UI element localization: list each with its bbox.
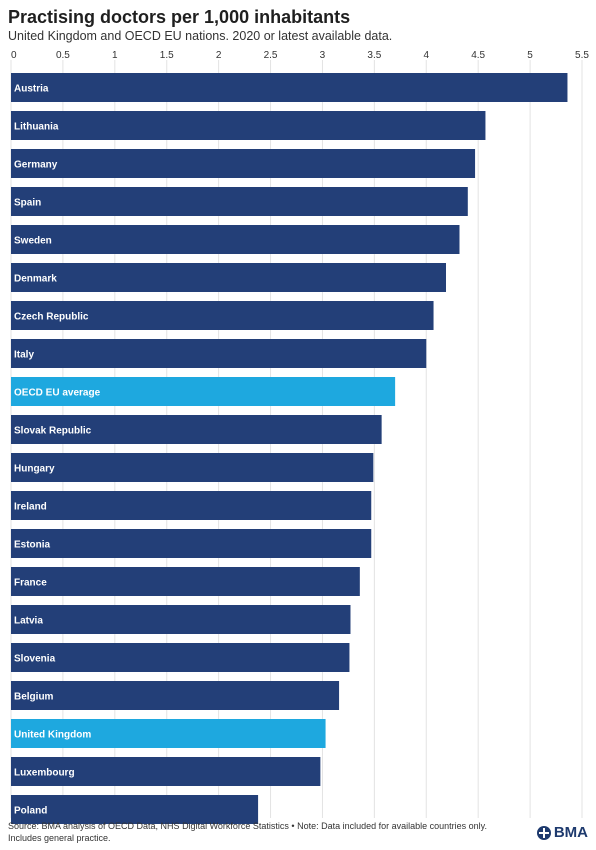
category-label: Czech Republic bbox=[14, 312, 89, 323]
category-label: Austria bbox=[14, 84, 49, 95]
category-label: Poland bbox=[14, 806, 47, 817]
category-label: Belgium bbox=[14, 692, 54, 703]
category-label: Denmark bbox=[14, 274, 57, 285]
bar bbox=[11, 149, 476, 178]
category-label: France bbox=[14, 578, 47, 589]
bar bbox=[11, 681, 340, 710]
category-label: Latvia bbox=[14, 616, 43, 627]
bar bbox=[11, 453, 374, 482]
category-label: Slovak Republic bbox=[14, 426, 92, 437]
bma-logo-text: BMA bbox=[553, 824, 588, 841]
x-tick-label: 1 bbox=[112, 50, 118, 61]
x-tick-label: 5.5 bbox=[575, 50, 589, 61]
x-tick-label: 1.5 bbox=[160, 50, 174, 61]
x-tick-label: 4.5 bbox=[471, 50, 485, 61]
chart-subtitle: United Kingdom and OECD EU nations. 2020… bbox=[8, 29, 393, 43]
category-label: Estonia bbox=[14, 540, 51, 551]
bar bbox=[11, 643, 350, 672]
category-label: Hungary bbox=[14, 464, 55, 475]
category-label: Luxembourg bbox=[14, 768, 75, 779]
category-label: Spain bbox=[14, 198, 41, 209]
source-note: Source: BMA analysis of OECD Data, NHS D… bbox=[8, 821, 488, 843]
bar bbox=[11, 415, 382, 444]
category-label: Slovenia bbox=[14, 654, 56, 665]
category-label: United Kingdom bbox=[14, 730, 91, 741]
bar bbox=[11, 605, 351, 634]
bar bbox=[11, 795, 259, 824]
category-label: Ireland bbox=[14, 502, 47, 513]
x-tick-label: 3.5 bbox=[367, 50, 381, 61]
category-label: Lithuania bbox=[14, 122, 59, 133]
bar bbox=[11, 377, 396, 406]
category-label: Italy bbox=[14, 350, 34, 361]
category-label: OECD EU average bbox=[14, 388, 101, 399]
bar bbox=[11, 491, 372, 520]
category-label: Sweden bbox=[14, 236, 52, 247]
bar bbox=[11, 301, 434, 330]
x-tick-label: 0 bbox=[11, 50, 17, 61]
category-label: Germany bbox=[14, 160, 58, 171]
bar bbox=[11, 73, 568, 102]
bar bbox=[11, 111, 486, 140]
bar bbox=[11, 263, 446, 292]
bar bbox=[11, 757, 321, 786]
x-tick-label: 3 bbox=[320, 50, 326, 61]
x-tick-label: 2.5 bbox=[264, 50, 278, 61]
bar bbox=[11, 225, 460, 254]
bma-logo: BMA bbox=[536, 824, 588, 841]
x-tick-label: 4 bbox=[423, 50, 429, 61]
x-tick-label: 0.5 bbox=[56, 50, 70, 61]
x-tick-label: 2 bbox=[216, 50, 222, 61]
bar bbox=[11, 567, 360, 596]
chart-title: Practising doctors per 1,000 inhabitants bbox=[8, 7, 351, 27]
bma-logo-icon bbox=[536, 825, 551, 840]
bar bbox=[11, 187, 468, 216]
bar bbox=[11, 719, 326, 748]
bar bbox=[11, 529, 372, 558]
x-tick-label: 5 bbox=[527, 50, 533, 61]
bar bbox=[11, 339, 427, 368]
